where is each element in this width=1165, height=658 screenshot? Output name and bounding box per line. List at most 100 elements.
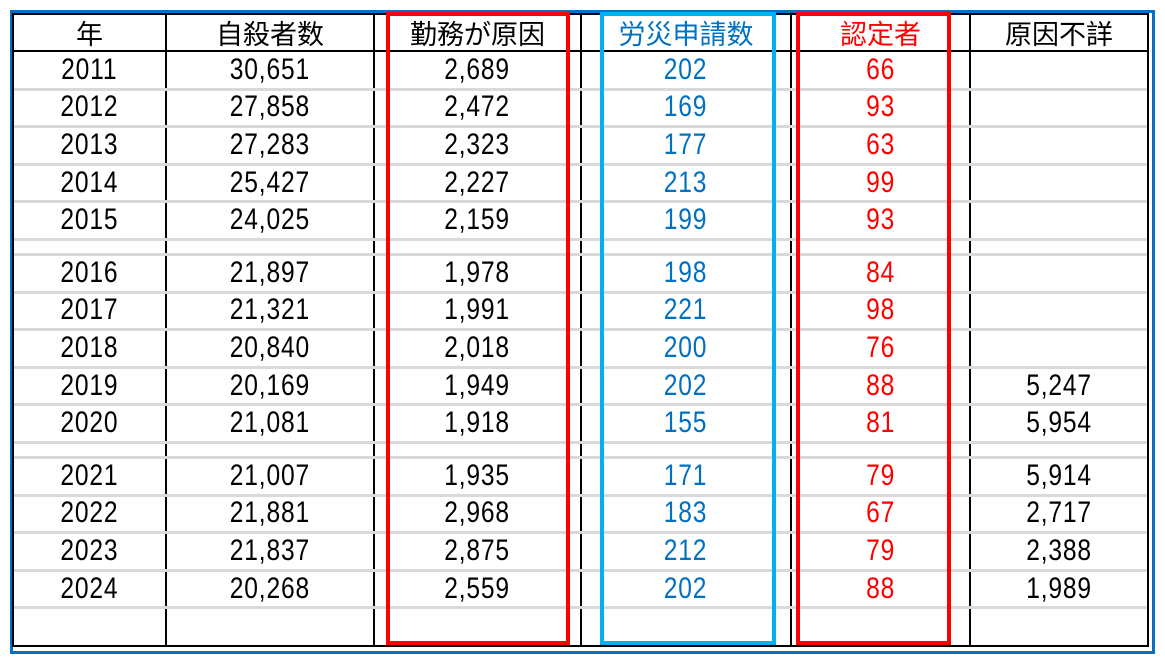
cell-year-text: 2023 <box>60 533 119 567</box>
row-separator <box>14 125 1147 129</box>
header-applications-text: 労災申請数 <box>618 20 754 51</box>
cell-certified: 93 <box>792 89 969 127</box>
cell-work-related-text: 1,918 <box>444 406 511 440</box>
cell-work-related-text: 2,227 <box>444 165 511 199</box>
cell-unknown-cause-text: 2,388 <box>1026 533 1092 567</box>
cell-year: 2024 <box>14 570 165 608</box>
cell-applications: 199 <box>582 201 790 239</box>
row-separator <box>14 253 1147 256</box>
row-separator <box>14 531 1147 535</box>
cell-certified: 99 <box>792 164 969 202</box>
cell-year-text: 2015 <box>60 203 119 237</box>
row-separator <box>14 606 1147 610</box>
cell-certified-text: 84 <box>865 255 896 289</box>
cell-applications: 200 <box>582 329 790 367</box>
cell-certified-text: 88 <box>865 368 896 402</box>
header-unknown-cause-text: 原因不詳 <box>1005 20 1113 51</box>
row-separator <box>14 238 1147 241</box>
cell-year-text: 2024 <box>60 571 119 605</box>
cell-unknown-cause-text: 1,989 <box>1026 571 1092 605</box>
cell-year-text: 2021 <box>60 458 119 492</box>
header-applications: 労災申請数 <box>582 14 790 51</box>
cell-work-related-text: 1,978 <box>444 255 511 289</box>
cell-applications: 202 <box>582 367 790 405</box>
cell-suicides: 20,268 <box>167 570 373 608</box>
cell-certified-text: 81 <box>865 406 896 440</box>
cell-work-related: 2,018 <box>375 329 580 367</box>
cell-unknown-cause-text: 5,914 <box>1026 458 1092 492</box>
cell-work-related-text: 2,689 <box>444 52 511 86</box>
cell-work-related-text: 2,159 <box>444 203 511 237</box>
cell-work-related: 2,689 <box>375 51 580 89</box>
cell-certified: 67 <box>792 495 969 533</box>
cell-certified-text: 76 <box>865 330 896 364</box>
cell-applications-text: 200 <box>664 330 708 364</box>
cell-suicides-text: 25,427 <box>229 165 311 199</box>
cell-applications-text: 213 <box>664 165 708 199</box>
cell-certified-text: 93 <box>865 203 896 237</box>
cell-work-related: 1,991 <box>375 292 580 330</box>
cell-work-related: 2,472 <box>375 89 580 127</box>
cell-applications: 169 <box>582 89 790 127</box>
cell-suicides: 24,025 <box>167 201 373 239</box>
cell-year: 2011 <box>14 51 165 89</box>
cell-year: 2016 <box>14 254 165 292</box>
cell-work-related-text: 2,323 <box>444 127 511 161</box>
cell-year-text: 2019 <box>60 368 119 402</box>
cell-year: 2020 <box>14 404 165 442</box>
cell-certified-text: 99 <box>865 165 896 199</box>
cell-suicides-text: 21,081 <box>229 406 311 440</box>
cell-suicides-text: 21,837 <box>229 533 311 567</box>
cell-applications-text: 212 <box>664 533 708 567</box>
cell-certified: 98 <box>792 292 969 330</box>
header-unknown-cause: 原因不詳 <box>971 14 1147 51</box>
cell-year: 2019 <box>14 367 165 405</box>
header-work-related: 勤務が原因 <box>375 14 580 51</box>
cell-applications: 198 <box>582 254 790 292</box>
cell-certified-text: 98 <box>865 293 896 327</box>
cell-suicides: 27,858 <box>167 89 373 127</box>
cell-suicides: 21,837 <box>167 532 373 570</box>
certified-highlight-box <box>796 12 951 645</box>
cell-suicides-text: 27,858 <box>229 90 311 124</box>
cell-suicides-text: 24,025 <box>229 203 311 237</box>
cell-suicides-text: 20,840 <box>229 330 311 364</box>
row-separator <box>14 403 1147 407</box>
cell-year: 2018 <box>14 329 165 367</box>
table-outer-border <box>10 10 1155 654</box>
cell-suicides: 21,881 <box>167 495 373 533</box>
cell-suicides: 30,651 <box>167 51 373 89</box>
cell-year-text: 2018 <box>60 330 119 364</box>
cell-suicides-text: 20,268 <box>229 571 311 605</box>
cell-applications: 202 <box>582 51 790 89</box>
cell-unknown-cause-text: 5,954 <box>1026 406 1092 440</box>
cell-applications: 202 <box>582 570 790 608</box>
cell-work-related: 1,935 <box>375 457 580 495</box>
header-year: 年 <box>14 14 165 51</box>
table-inner-border <box>12 13 1149 647</box>
cell-applications-text: 155 <box>664 406 708 440</box>
cell-work-related-text: 2,875 <box>444 533 511 567</box>
cell-work-related: 2,968 <box>375 495 580 533</box>
cell-applications-text: 202 <box>664 571 708 605</box>
cell-applications: 155 <box>582 404 790 442</box>
cell-suicides: 20,840 <box>167 329 373 367</box>
cell-certified: 93 <box>792 201 969 239</box>
cell-year: 2012 <box>14 89 165 127</box>
cell-suicides: 21,081 <box>167 404 373 442</box>
cell-certified: 79 <box>792 457 969 495</box>
cell-work-related: 2,159 <box>375 201 580 239</box>
cell-certified-text: 79 <box>865 533 896 567</box>
cell-year-text: 2017 <box>60 293 119 327</box>
cell-certified: 81 <box>792 404 969 442</box>
cell-suicides-text: 21,007 <box>229 458 311 492</box>
cell-work-related-text: 1,935 <box>444 458 511 492</box>
header-certified-text: 認定者 <box>840 20 921 51</box>
cell-unknown-cause-text: 2,717 <box>1026 496 1092 530</box>
cell-suicides-text: 27,283 <box>229 127 311 161</box>
cell-applications-text: 202 <box>664 368 708 402</box>
cell-year: 2022 <box>14 495 165 533</box>
cell-unknown-cause: 2,388 <box>971 532 1147 570</box>
header-certified: 認定者 <box>792 14 969 51</box>
cell-work-related: 2,559 <box>375 570 580 608</box>
